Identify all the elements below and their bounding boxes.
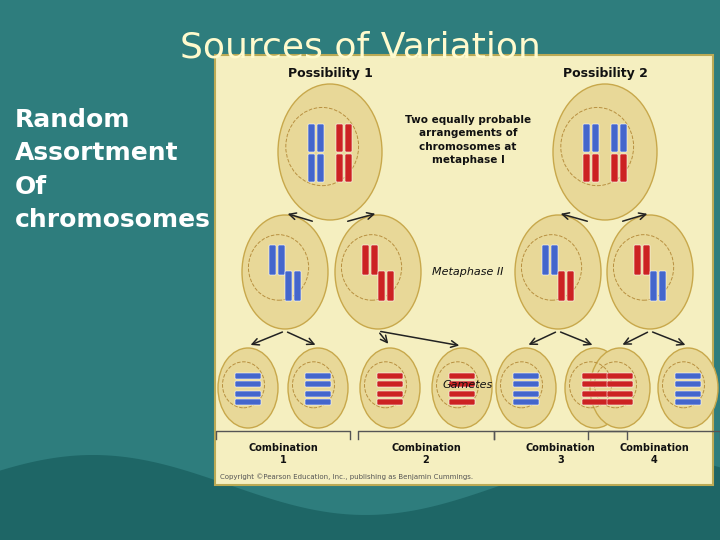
Ellipse shape — [515, 215, 601, 329]
FancyBboxPatch shape — [278, 245, 285, 275]
FancyBboxPatch shape — [582, 381, 608, 387]
FancyBboxPatch shape — [305, 391, 331, 397]
FancyBboxPatch shape — [336, 154, 343, 182]
Text: Metaphase II: Metaphase II — [432, 267, 504, 277]
FancyBboxPatch shape — [542, 245, 549, 275]
FancyBboxPatch shape — [294, 271, 301, 301]
FancyBboxPatch shape — [377, 381, 403, 387]
Text: Combination
4: Combination 4 — [619, 443, 689, 464]
Ellipse shape — [553, 84, 657, 220]
Ellipse shape — [218, 348, 278, 428]
FancyBboxPatch shape — [607, 381, 633, 387]
FancyBboxPatch shape — [378, 271, 385, 301]
FancyBboxPatch shape — [371, 245, 378, 275]
Text: Gametes: Gametes — [443, 380, 493, 390]
Polygon shape — [0, 455, 720, 540]
FancyBboxPatch shape — [582, 391, 608, 397]
FancyBboxPatch shape — [513, 391, 539, 397]
FancyBboxPatch shape — [583, 154, 590, 182]
FancyBboxPatch shape — [345, 124, 352, 152]
FancyBboxPatch shape — [592, 124, 599, 152]
FancyBboxPatch shape — [558, 271, 565, 301]
FancyBboxPatch shape — [634, 245, 641, 275]
Text: Sources of Variation: Sources of Variation — [179, 30, 541, 64]
Ellipse shape — [658, 348, 718, 428]
FancyBboxPatch shape — [308, 154, 315, 182]
FancyBboxPatch shape — [387, 271, 394, 301]
FancyBboxPatch shape — [377, 399, 403, 405]
FancyBboxPatch shape — [305, 399, 331, 405]
FancyBboxPatch shape — [659, 271, 666, 301]
FancyBboxPatch shape — [675, 373, 701, 379]
Ellipse shape — [607, 215, 693, 329]
Ellipse shape — [432, 348, 492, 428]
FancyBboxPatch shape — [675, 391, 701, 397]
FancyBboxPatch shape — [513, 381, 539, 387]
FancyBboxPatch shape — [620, 154, 627, 182]
FancyBboxPatch shape — [305, 373, 331, 379]
Text: Copyright ©Pearson Education, Inc., publishing as Benjamin Cummings.: Copyright ©Pearson Education, Inc., publ… — [220, 474, 473, 480]
Ellipse shape — [590, 348, 650, 428]
FancyBboxPatch shape — [345, 154, 352, 182]
FancyBboxPatch shape — [308, 124, 315, 152]
FancyBboxPatch shape — [449, 399, 475, 405]
FancyBboxPatch shape — [317, 154, 324, 182]
Ellipse shape — [288, 348, 348, 428]
FancyBboxPatch shape — [235, 399, 261, 405]
FancyBboxPatch shape — [269, 245, 276, 275]
FancyBboxPatch shape — [583, 124, 590, 152]
FancyBboxPatch shape — [611, 124, 618, 152]
Ellipse shape — [360, 348, 420, 428]
FancyBboxPatch shape — [513, 399, 539, 405]
FancyBboxPatch shape — [551, 245, 558, 275]
FancyBboxPatch shape — [607, 391, 633, 397]
Text: Two equally probable
arrangements of
chromosomes at
metaphase I: Two equally probable arrangements of chr… — [405, 115, 531, 165]
FancyBboxPatch shape — [513, 373, 539, 379]
FancyBboxPatch shape — [285, 271, 292, 301]
Text: Random
Assortment
Of
chromosomes: Random Assortment Of chromosomes — [15, 108, 211, 232]
Text: Combination
3: Combination 3 — [526, 443, 595, 464]
Text: Possibility 1: Possibility 1 — [287, 66, 372, 79]
FancyBboxPatch shape — [362, 245, 369, 275]
FancyBboxPatch shape — [235, 391, 261, 397]
FancyBboxPatch shape — [377, 391, 403, 397]
Ellipse shape — [496, 348, 556, 428]
FancyBboxPatch shape — [317, 124, 324, 152]
Text: Combination
2: Combination 2 — [391, 443, 461, 464]
FancyBboxPatch shape — [620, 124, 627, 152]
FancyBboxPatch shape — [643, 245, 650, 275]
FancyBboxPatch shape — [215, 55, 713, 485]
FancyBboxPatch shape — [675, 399, 701, 405]
Ellipse shape — [565, 348, 625, 428]
FancyBboxPatch shape — [235, 373, 261, 379]
FancyBboxPatch shape — [449, 373, 475, 379]
FancyBboxPatch shape — [336, 124, 343, 152]
FancyBboxPatch shape — [592, 154, 599, 182]
FancyBboxPatch shape — [607, 373, 633, 379]
FancyBboxPatch shape — [377, 373, 403, 379]
FancyBboxPatch shape — [305, 381, 331, 387]
FancyBboxPatch shape — [567, 271, 574, 301]
FancyBboxPatch shape — [449, 381, 475, 387]
FancyBboxPatch shape — [607, 399, 633, 405]
FancyBboxPatch shape — [675, 381, 701, 387]
Text: Possibility 2: Possibility 2 — [562, 66, 647, 79]
FancyBboxPatch shape — [449, 391, 475, 397]
FancyBboxPatch shape — [611, 154, 618, 182]
Ellipse shape — [278, 84, 382, 220]
FancyBboxPatch shape — [650, 271, 657, 301]
FancyBboxPatch shape — [235, 381, 261, 387]
Ellipse shape — [242, 215, 328, 329]
FancyBboxPatch shape — [582, 373, 608, 379]
Ellipse shape — [335, 215, 421, 329]
Text: Combination
1: Combination 1 — [248, 443, 318, 464]
FancyBboxPatch shape — [582, 399, 608, 405]
